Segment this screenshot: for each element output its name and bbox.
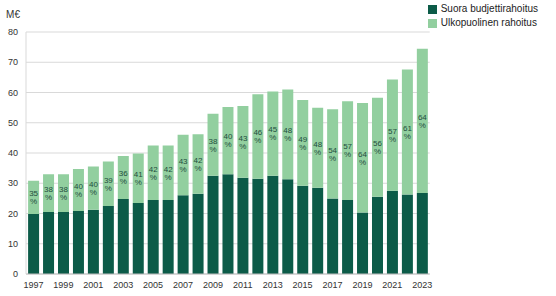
svg-text:1997: 1997 [23, 280, 43, 290]
svg-text:2015: 2015 [293, 280, 313, 290]
svg-text:2021: 2021 [382, 280, 402, 290]
svg-text:42%: 42% [194, 156, 203, 173]
svg-text:60: 60 [8, 88, 18, 98]
svg-text:43%: 43% [179, 157, 188, 174]
svg-text:54%: 54% [328, 146, 337, 163]
svg-text:10: 10 [8, 239, 18, 249]
html-text:Ulkopuolinen rahoitus: Ulkopuolinen rahoitus [440, 17, 537, 28]
svg-text:41%: 41% [134, 170, 143, 187]
svg-text:40%: 40% [74, 182, 83, 199]
svg-text:64%: 64% [358, 150, 367, 167]
svg-text:56%: 56% [373, 139, 382, 156]
svg-text:48%: 48% [283, 126, 292, 143]
svg-text:42%: 42% [164, 165, 173, 182]
svg-text:38%: 38% [209, 137, 218, 154]
svg-text:80: 80 [8, 27, 18, 37]
html-text:Suora budjettirahoitus: Suora budjettirahoitus [440, 3, 538, 14]
svg-text:46%: 46% [253, 128, 262, 145]
svg-text:42%: 42% [149, 165, 158, 182]
svg-text:0: 0 [13, 269, 18, 279]
svg-text:M€: M€ [8, 9, 20, 20]
svg-text:48%: 48% [313, 140, 322, 157]
svg-text:40%: 40% [224, 132, 233, 149]
svg-text:50: 50 [8, 118, 18, 128]
svg-text:36%: 36% [119, 169, 128, 186]
svg-text:45%: 45% [268, 125, 277, 142]
svg-text:2005: 2005 [143, 280, 163, 290]
svg-text:43%: 43% [238, 134, 247, 151]
svg-text:2007: 2007 [173, 280, 193, 290]
svg-text:2011: 2011 [233, 280, 252, 290]
svg-text:38%: 38% [59, 185, 68, 202]
svg-text:64%: 64% [418, 113, 427, 130]
svg-text:2001: 2001 [83, 280, 103, 290]
svg-text:1999: 1999 [53, 280, 73, 290]
svg-text:2017: 2017 [322, 280, 342, 290]
svg-text:20: 20 [8, 209, 18, 219]
svg-text:40: 40 [8, 148, 18, 158]
svg-text:61%: 61% [403, 124, 412, 141]
svg-text:2009: 2009 [203, 280, 223, 290]
svg-text:30: 30 [8, 178, 18, 188]
svg-text:70: 70 [8, 57, 18, 67]
svg-text:39%: 39% [104, 176, 113, 193]
svg-text:2023: 2023 [412, 280, 432, 290]
svg-text:2013: 2013 [263, 280, 283, 290]
svg-text:40%: 40% [89, 180, 98, 197]
svg-text:57%: 57% [388, 127, 397, 144]
svg-text:38%: 38% [44, 185, 53, 202]
svg-text:57%: 57% [343, 142, 352, 159]
svg-text:2003: 2003 [113, 280, 133, 290]
svg-text:2019: 2019 [352, 280, 372, 290]
svg-text:49%: 49% [298, 135, 307, 152]
svg-text:35%: 35% [29, 189, 38, 206]
